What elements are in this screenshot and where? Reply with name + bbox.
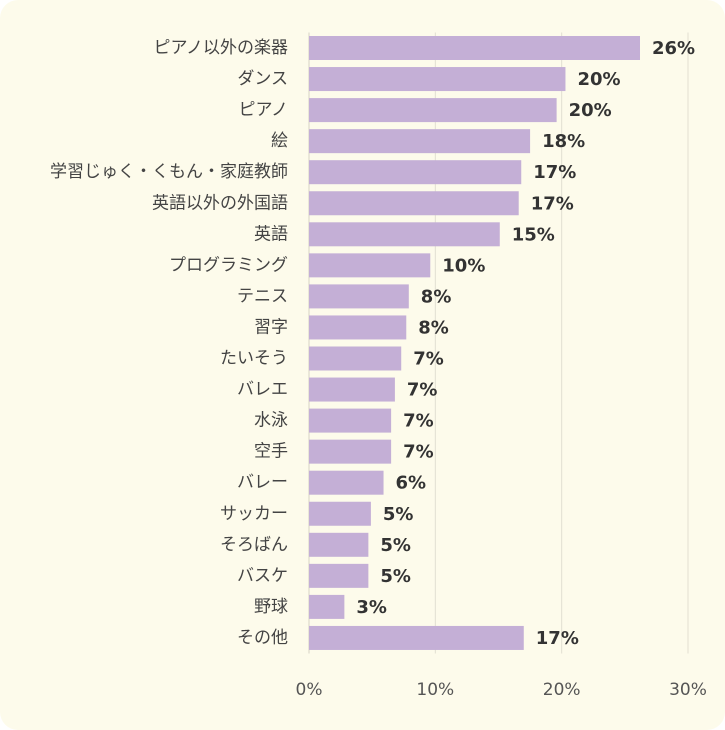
data-label: 10% [442,255,485,276]
data-label: 7% [403,442,434,463]
category-label: たいそう [220,349,288,369]
category-label: テニス [237,286,288,306]
data-label: 7% [403,411,434,432]
bar [309,315,407,340]
data-label: 6% [396,473,427,494]
data-label: 17% [536,628,579,649]
data-label: 8% [418,317,449,338]
bar [309,532,369,557]
category-label: 学習じゅく・くもん・家庭教師 [50,162,288,182]
category-label: 野球 [254,597,288,617]
data-label: 5% [380,566,411,587]
data-label: 7% [413,349,444,370]
bar [309,501,371,526]
category-label: その他 [237,628,288,648]
bar [309,377,395,402]
bar [309,222,500,247]
bar [309,284,409,309]
x-axis-ticks: 0% 10% 20% 30% [296,680,707,700]
x-tick-label: 10% [416,680,454,700]
grid-lines [308,32,689,654]
category-label: ピアノ以外の楽器 [154,38,288,58]
bar [309,191,519,216]
data-label: 7% [407,380,438,401]
category-label: バレー [237,473,288,493]
category-label: 絵 [271,131,288,151]
bar [309,67,566,92]
category-label: バレエ [237,380,288,400]
category-label: ピアノ [239,100,288,120]
bar [309,470,384,495]
x-tick-label: 30% [669,680,707,700]
data-label: 20% [577,69,620,90]
category-label: 空手 [254,442,288,462]
category-labels: ピアノ以外の楽器ダンスピアノ絵学習じゅく・くもん・家庭教師英語以外の外国語英語プ… [50,38,288,648]
category-label: 英語以外の外国語 [152,193,288,213]
category-label: サッカー [220,504,288,524]
data-label: 5% [380,535,411,556]
bar [309,408,392,433]
x-tick-label: 20% [543,680,581,700]
category-label: 習字 [254,317,288,337]
x-tick-label: 0% [296,680,323,700]
bar [309,98,557,123]
data-label: 17% [531,193,574,214]
bar [309,129,531,154]
bar [309,160,522,185]
data-label: 17% [533,162,576,183]
data-label: 15% [512,224,555,245]
bar [309,625,524,650]
bar [309,439,392,464]
data-label: 26% [652,38,695,59]
data-label: 8% [421,286,452,307]
bar [309,563,369,588]
bar [309,36,640,60]
data-label: 3% [356,597,387,618]
category-label: そろばん [220,535,288,555]
value-labels: 26% 20% 20% 18% 17% 17% 15% 10% 8% 8% 7% 7% 7% 7% 6% 5%… [356,38,695,649]
category-label: 英語 [254,224,288,244]
data-label: 18% [542,131,585,152]
bar [309,346,402,371]
data-label: 20% [569,100,612,121]
category-label: ダンス [237,69,288,89]
category-label: 水泳 [254,411,288,431]
category-label: プログラミング [169,255,288,275]
category-label: バスケ [237,566,288,586]
bar [309,594,345,619]
bars [309,36,640,650]
data-label: 5% [383,504,414,525]
bar [309,253,431,278]
